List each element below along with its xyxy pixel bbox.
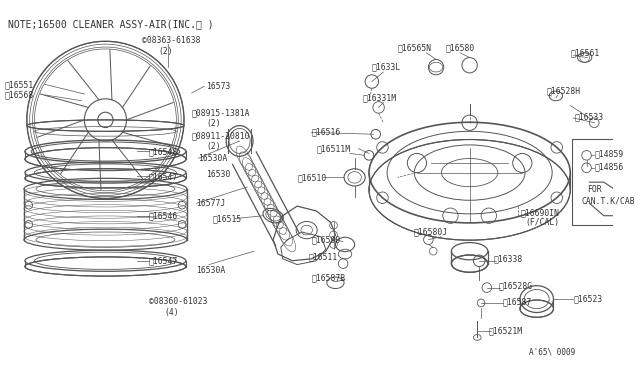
Text: ※16568: ※16568 [4,90,34,99]
Text: ※16690IN: ※16690IN [520,208,559,217]
Text: ※16551: ※16551 [4,80,34,89]
Text: (2): (2) [206,142,221,151]
Text: (2): (2) [158,47,173,56]
Text: 16577J: 16577J [196,199,226,208]
Text: NOTE;16500 CLEANER ASSY-AIR(INC.※ ): NOTE;16500 CLEANER ASSY-AIR(INC.※ ) [8,19,213,29]
Text: ※16338: ※16338 [493,254,523,263]
Text: ※16533: ※16533 [575,112,604,122]
Text: ※16521M: ※16521M [489,326,523,335]
Text: ※16587B: ※16587B [312,273,346,282]
Text: ※14856: ※14856 [594,162,623,171]
Text: ※16528G: ※16528G [499,281,532,290]
Text: ※16590: ※16590 [312,235,340,244]
Text: ※16546: ※16546 [148,211,178,220]
Bar [572,139,640,225]
Text: (4): (4) [165,308,179,317]
Text: ©08363-61638: ©08363-61638 [142,36,200,45]
Text: ※16580J: ※16580J [414,228,448,237]
Text: CAN.T.K/CAB: CAN.T.K/CAB [582,197,636,206]
Text: 16530A: 16530A [198,154,228,163]
Text: ※16548: ※16548 [148,147,178,156]
Text: ※16528H: ※16528H [547,87,580,96]
Text: ※16565N: ※16565N [397,44,432,52]
Ellipse shape [27,120,184,131]
Text: ※1633L: ※1633L [372,62,401,72]
Text: ※16510: ※16510 [297,173,326,182]
Text: ※16523: ※16523 [573,295,602,304]
Text: (F/CAL): (F/CAL) [525,218,559,227]
Text: 16530A: 16530A [196,266,226,275]
Text: ※16587: ※16587 [502,298,531,307]
Ellipse shape [25,169,186,188]
Text: ※16547: ※16547 [148,172,178,181]
Ellipse shape [25,257,186,276]
Text: ※16516: ※16516 [312,128,340,137]
Ellipse shape [369,140,570,240]
Text: ※16580: ※16580 [445,44,475,52]
Text: A'65\ 0009: A'65\ 0009 [529,347,575,357]
Text: ※14859: ※14859 [594,149,623,158]
Text: ※16547: ※16547 [148,256,178,265]
Text: Ⓜ08915-1381A: Ⓜ08915-1381A [192,109,250,118]
Text: ※16561: ※16561 [570,48,600,57]
Text: (2): (2) [206,119,221,128]
Ellipse shape [25,148,186,171]
Text: Ⓝ08911-20810: Ⓝ08911-20810 [192,132,250,141]
Ellipse shape [451,255,488,272]
Text: 16573: 16573 [206,82,230,91]
Text: 16530: 16530 [206,170,230,179]
Text: ※16511: ※16511 [308,253,338,262]
Text: ©08360-61023: ©08360-61023 [148,298,207,307]
Text: ※16515: ※16515 [212,214,242,223]
Text: ※16331M: ※16331M [362,93,396,102]
Text: FOR: FOR [588,185,602,194]
Text: ※16511M: ※16511M [316,144,351,153]
Ellipse shape [520,300,554,317]
